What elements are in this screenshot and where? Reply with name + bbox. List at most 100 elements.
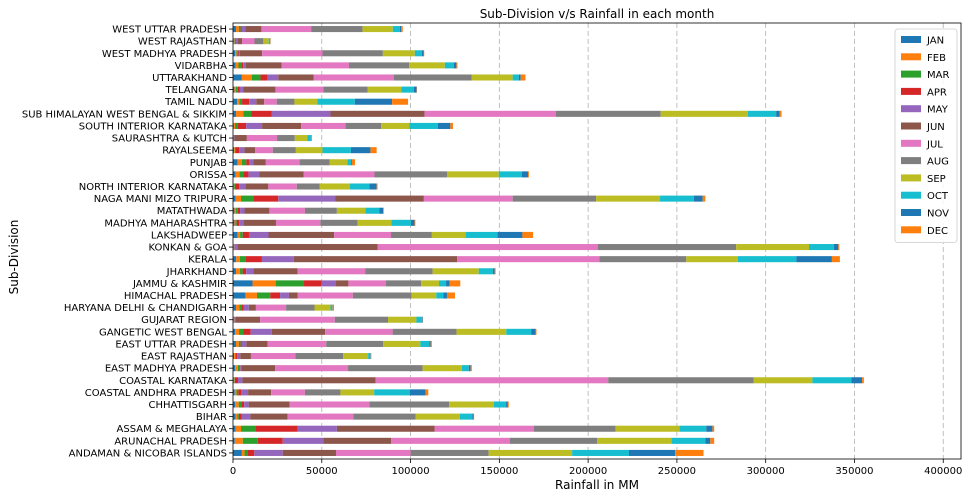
bar-segment — [365, 208, 379, 214]
x-tick-label: 0 — [230, 466, 236, 477]
bar-segment — [454, 62, 457, 68]
bar-segment — [348, 280, 385, 286]
bar-segment — [365, 268, 432, 274]
bar-segment — [258, 438, 283, 444]
bar-segment — [239, 341, 241, 347]
bar-segment — [377, 183, 378, 189]
bar-segment — [275, 365, 348, 371]
bar-segment — [351, 147, 371, 153]
bar-segment — [443, 292, 447, 298]
y-tick-label: BIHAR — [196, 412, 227, 423]
y-tick-label: ANDAMAN & NICOBAR ISLANDS — [69, 448, 227, 459]
bar-segment — [832, 256, 840, 262]
bar-segment — [411, 450, 489, 456]
bar-segment — [239, 365, 240, 371]
bar-segment — [305, 208, 337, 214]
bar-segment — [462, 365, 469, 371]
bar-segment — [315, 305, 331, 311]
bar-segment — [337, 426, 435, 432]
bar-segment — [239, 220, 244, 226]
bar-segment — [237, 389, 239, 395]
bar-segment — [246, 256, 262, 262]
bar-segment — [494, 401, 506, 407]
bar-segment — [471, 365, 472, 371]
bar-segment — [479, 268, 493, 274]
bar-segment — [456, 62, 457, 68]
bar-segment — [416, 317, 421, 323]
y-tick-label: PUNJAB — [190, 158, 227, 169]
bar-segment — [242, 450, 245, 456]
bar-segment — [233, 450, 242, 456]
bar-segment — [596, 196, 660, 202]
bar-segment — [283, 438, 324, 444]
bar-segment — [233, 256, 236, 262]
bar-segment — [320, 220, 357, 226]
y-tick-label: WEST RAJASTHAN — [138, 37, 227, 48]
bar-segment — [325, 329, 392, 335]
bar-segment — [241, 401, 244, 407]
legend-label: FEB — [927, 53, 946, 64]
bar-segment — [298, 268, 365, 274]
bar-segment — [358, 220, 392, 226]
bar-segment — [245, 292, 257, 298]
bar-segment — [370, 147, 376, 153]
bar-segment — [251, 111, 271, 117]
bar-segment — [379, 208, 383, 214]
bar-segment — [242, 38, 254, 44]
bar-segment — [272, 111, 331, 117]
bar-segment — [236, 171, 240, 177]
bar-segment — [240, 353, 251, 359]
y-tick-label: HARYANA DELHI & CHANDIGARH — [64, 303, 227, 314]
bar-segment — [812, 377, 851, 383]
bar-segment — [235, 389, 237, 395]
bar-segment — [242, 26, 246, 32]
bar-segment — [277, 99, 295, 105]
bar-segment — [257, 292, 270, 298]
bar-segment — [776, 111, 780, 117]
bar-segment — [506, 329, 531, 335]
bar-segment — [436, 292, 443, 298]
bar-segment — [283, 450, 336, 456]
bar-segment — [298, 292, 353, 298]
bar-segment — [409, 123, 437, 129]
bar-segment — [234, 220, 235, 226]
legend-swatch — [901, 88, 921, 95]
bar-segment — [303, 171, 374, 177]
bar-segment — [314, 74, 394, 80]
legend-label: AUG — [927, 157, 949, 168]
legend-label: OCT — [927, 191, 949, 202]
bar-segment — [249, 401, 290, 407]
bar-segment — [289, 292, 298, 298]
legend-label: JUL — [926, 139, 943, 150]
y-tick-label: COASTAL KARNATAKA — [119, 376, 227, 387]
bar-segment — [242, 365, 276, 371]
y-tick-label: VIDARBHA — [175, 61, 227, 72]
bar-segment — [236, 147, 239, 153]
bar-segment — [322, 50, 382, 56]
bar-segment — [237, 159, 241, 165]
bar-segment — [796, 256, 832, 262]
bar-segment — [370, 353, 371, 359]
bar-segment — [236, 341, 239, 347]
bar-segment — [378, 244, 598, 250]
legend-swatch — [901, 140, 921, 147]
bar-segment — [245, 183, 268, 189]
bar-segment — [254, 450, 282, 456]
bar-segment — [519, 74, 521, 80]
bar-segment — [261, 26, 311, 32]
bar-segment — [391, 232, 432, 238]
bar-segment — [235, 317, 236, 323]
bar-segment — [660, 196, 694, 202]
bar-segment — [243, 62, 246, 68]
bar-segment — [254, 38, 263, 44]
bar-segment — [599, 256, 686, 262]
bar-segment — [263, 38, 268, 44]
bar-segment — [460, 414, 472, 420]
bar-segment — [433, 268, 479, 274]
bar-segment — [736, 244, 809, 250]
bar-segment — [402, 87, 414, 93]
bar-segment — [411, 220, 415, 226]
bar-segment — [238, 377, 242, 383]
bar-segment — [233, 305, 236, 311]
bar-segment — [508, 401, 509, 407]
